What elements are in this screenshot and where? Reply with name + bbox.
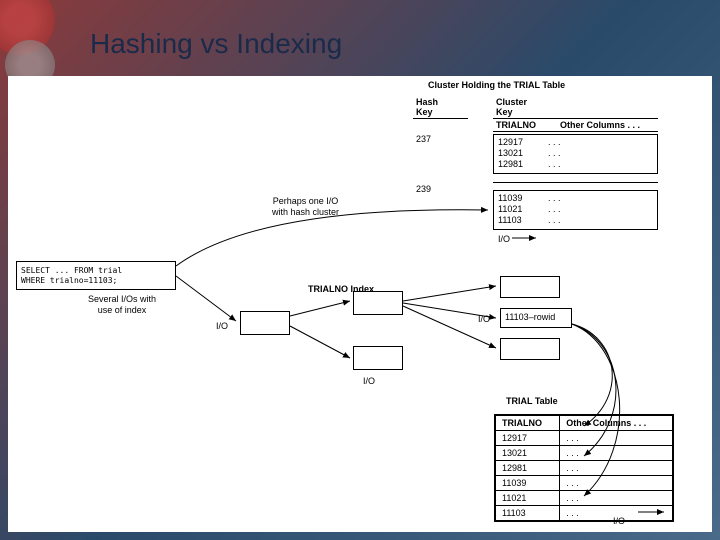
cell: 11039	[496, 476, 560, 491]
hash-239: 239	[416, 184, 431, 194]
io-label: I/O	[363, 376, 375, 386]
cell: 12917	[498, 137, 548, 148]
index-leaf	[500, 276, 560, 298]
col-trialno: TRIALNO	[496, 416, 560, 431]
sql-line: SELECT ... FROM trial	[21, 266, 171, 276]
cell: . . .	[548, 148, 561, 158]
index-leaf	[500, 338, 560, 360]
cell: 13021	[496, 446, 560, 461]
io-label: I/O	[498, 234, 510, 244]
cell: 11021	[498, 204, 548, 215]
cell: 11103	[498, 215, 548, 226]
divider	[413, 118, 468, 119]
cell: 11039	[498, 193, 548, 204]
divider	[493, 182, 658, 183]
col-cluster: Cluster Key	[496, 98, 527, 118]
cluster-box-239: 11039. . . 11021. . . 11103. . .	[493, 190, 658, 230]
sql-box: SELECT ... FROM trial WHERE trialno=1110…	[16, 261, 176, 290]
index-note: Several I/Os with use of index	[88, 294, 156, 316]
cell: 12981	[498, 159, 548, 170]
cell: . . .	[560, 476, 673, 491]
cell: 12917	[496, 431, 560, 446]
cell: 12981	[496, 461, 560, 476]
cell: . . .	[548, 204, 561, 214]
cluster-heading: Cluster Holding the TRIAL Table	[428, 80, 565, 90]
cell: . . .	[560, 446, 673, 461]
cell: . . .	[548, 215, 561, 225]
col-other: Other Columns . . .	[560, 416, 673, 431]
col-trialno: TRIALNO	[496, 120, 536, 130]
col-other: Other Columns . . .	[560, 120, 640, 130]
title-area: Hashing vs Indexing	[90, 28, 342, 60]
index-root	[240, 311, 290, 335]
io-label: I/O	[216, 321, 228, 331]
trial-table: TRIALNO Other Columns . . . 12917. . . 1…	[494, 414, 674, 522]
cell: . . .	[548, 193, 561, 203]
cell: . . .	[560, 431, 673, 446]
index-mid	[353, 291, 403, 315]
cell: . . .	[560, 461, 673, 476]
cluster-box-237: 12917. . . 13021. . . 12981. . .	[493, 134, 658, 174]
col-hash: Hash Key	[416, 98, 438, 118]
hash-237: 237	[416, 134, 431, 144]
page-title: Hashing vs Indexing	[90, 28, 342, 60]
cell: 13021	[498, 148, 548, 159]
trial-table-heading: TRIAL Table	[506, 396, 558, 406]
index-mid	[353, 346, 403, 370]
io-label: I/O	[613, 516, 625, 526]
cell: 11103	[496, 506, 560, 521]
cell: . . .	[548, 159, 561, 169]
hash-note: Perhaps one I/O with hash cluster	[272, 196, 339, 218]
diagram: Cluster Holding the TRIAL Table Hash Key…	[8, 76, 712, 532]
divider	[493, 118, 658, 119]
cell: . . .	[548, 137, 561, 147]
index-leaf: 11103–rowid	[500, 308, 572, 328]
io-label: I/O	[478, 314, 490, 324]
cell: 11021	[496, 491, 560, 506]
divider	[493, 131, 658, 132]
sql-line: WHERE trialno=11103;	[21, 276, 171, 286]
cell: . . .	[560, 491, 673, 506]
